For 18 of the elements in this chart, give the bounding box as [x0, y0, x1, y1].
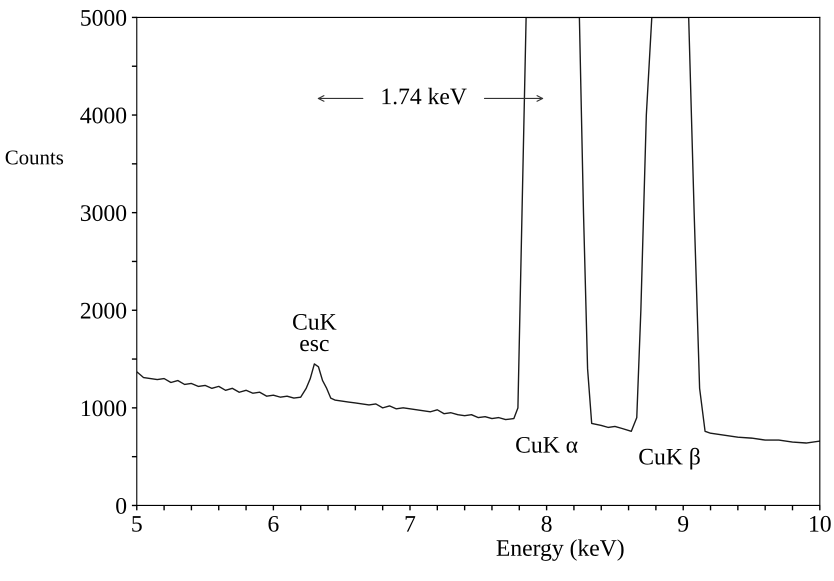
y-axis-title: Counts [6, 150, 64, 164]
x-tick-label: 5 [132, 516, 142, 532]
annotation: CuK β [639, 448, 700, 470]
annotation: CuK esc [293, 314, 336, 352]
y-tick-label: 1000 [82, 400, 126, 416]
y-tick-label: 2000 [80, 302, 126, 319]
x-tick-label: 7 [406, 516, 416, 532]
x-tick-label: 9 [678, 516, 688, 532]
y-tick-label: 0 [116, 498, 126, 514]
y-tick-label: 3000 [80, 205, 126, 222]
x-tick-label: 8 [542, 516, 552, 532]
annotation: CuK α [516, 436, 578, 453]
y-tick-label: 5000 [81, 10, 126, 26]
x-axis-title: Energy (keV) [496, 539, 624, 561]
annotation: 1.74 keV [382, 88, 467, 104]
x-tick-label: 10 [810, 516, 831, 532]
x-tick-label: 6 [268, 516, 279, 532]
y-tick-label: 4000 [80, 108, 126, 124]
